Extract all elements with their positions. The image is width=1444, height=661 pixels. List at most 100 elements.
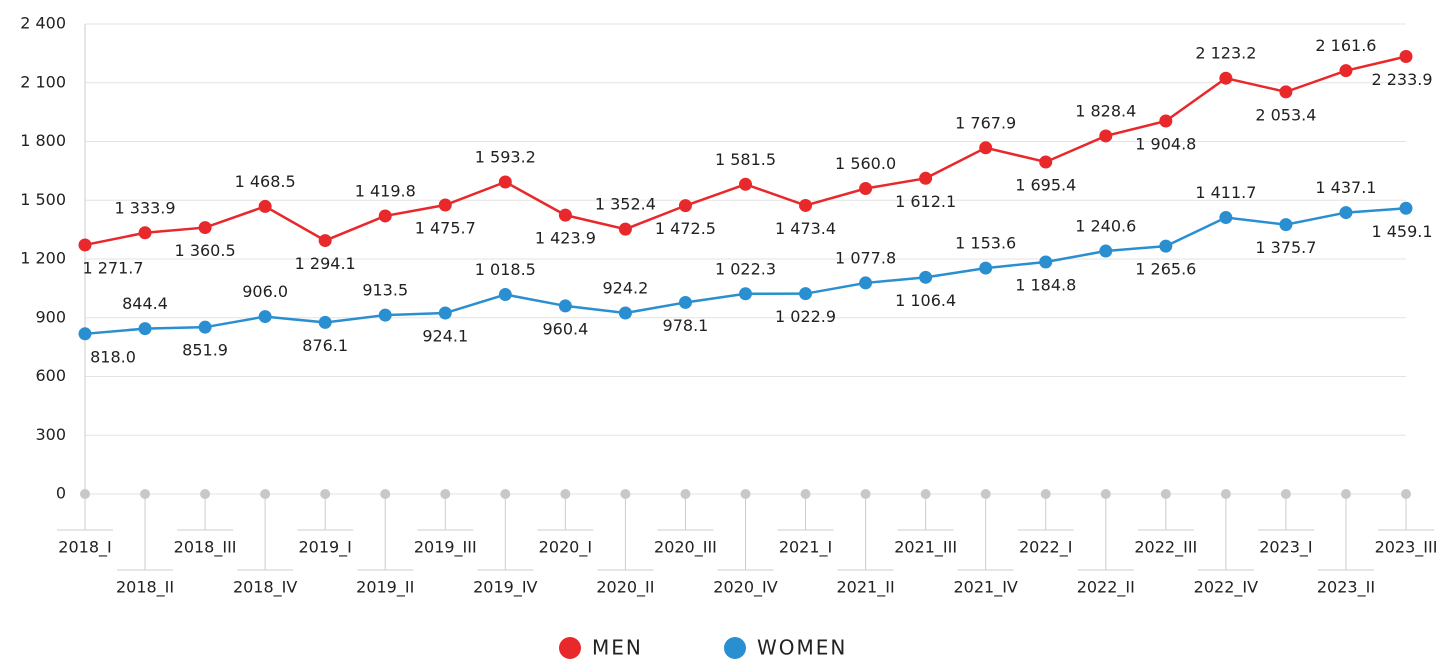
x-axis-dot [620,489,631,499]
data-label: 1 472.5 [655,219,716,238]
point [979,141,993,155]
data-label: 1 375.7 [1255,238,1316,257]
x-axis-dot [1340,489,1351,499]
x-tick-label: 2020_II [596,578,654,598]
y-tick-label: 300 [35,425,66,444]
data-label: 876.1 [302,336,348,355]
legend-label: WOMEN [757,636,847,660]
point [138,322,152,336]
point [498,288,512,302]
x-tick-label: 2019_I [298,538,351,558]
data-label: 1 593.2 [475,147,536,166]
point [1279,218,1293,232]
point [258,310,272,324]
data-label: 1 411.7 [1195,183,1256,202]
data-label: 1 360.5 [175,241,236,260]
x-axis-dot [740,489,751,499]
data-label: 818.0 [90,347,136,366]
data-label: 1 475.7 [415,219,476,238]
point [1099,244,1113,258]
data-label: 1 271.7 [82,258,143,277]
x-tick-label: 2020_I [539,538,592,558]
point [1339,206,1353,220]
data-label: 1 437.1 [1315,178,1376,197]
point [138,226,152,240]
point [78,327,92,341]
point [558,208,572,222]
point [678,295,692,309]
data-label: 978.1 [663,316,709,335]
point [859,276,873,290]
x-tick-label: 2021_III [894,538,957,558]
x-tick-label: 2023_I [1259,538,1312,558]
y-tick-label: 2 100 [20,72,66,91]
point [1039,255,1053,269]
data-label: 2 123.2 [1195,44,1256,63]
x-tick-label: 2023_II [1317,578,1375,598]
x-tick-label: 2021_IV [953,578,1017,598]
x-tick-label: 2020_III [654,538,717,558]
data-label: 1 560.0 [835,154,896,173]
data-label: 1 459.1 [1371,222,1432,241]
data-label: 1 419.8 [355,181,416,200]
data-label: 1 468.5 [235,172,296,191]
data-label: 1 240.6 [1075,217,1136,236]
x-tick-label: 2019_III [414,538,477,558]
x-tick-label: 2022_II [1077,578,1135,598]
data-label: 1 828.4 [1075,101,1136,120]
point [378,209,392,223]
data-label: 2 053.4 [1255,105,1316,124]
y-tick-label: 900 [35,307,66,326]
y-tick-label: 2 400 [20,14,66,33]
data-label: 1 018.5 [475,260,536,279]
data-label: 2 161.6 [1315,36,1376,55]
data-label: 844.4 [122,294,168,313]
legend-marker [559,637,581,659]
x-axis-dot [320,489,331,499]
data-label: 851.9 [182,341,228,360]
y-tick-label: 0 [56,484,66,503]
x-axis-dot [500,489,511,499]
data-label: 1 184.8 [1015,275,1076,294]
data-label: 1 022.3 [715,259,776,278]
point [318,234,332,248]
x-axis-dot [1160,489,1171,499]
data-label: 1 294.1 [295,254,356,273]
data-label: 1 265.6 [1135,260,1196,279]
point [678,199,692,213]
point [618,222,632,236]
data-label: 1 473.4 [775,219,836,238]
x-axis-dot [560,489,571,499]
legend-marker [724,637,746,659]
y-tick-label: 1 800 [20,131,66,150]
point [1399,50,1413,64]
x-axis-dot [980,489,991,499]
data-label: 1 904.8 [1135,134,1196,153]
y-tick-label: 1 500 [20,190,66,209]
point [919,270,933,284]
data-label: 1 695.4 [1015,175,1076,194]
point [799,198,813,212]
point [919,171,933,185]
data-label: 1 423.9 [535,229,596,248]
data-label: 1 333.9 [115,198,176,217]
point [739,287,752,301]
point [318,315,332,329]
point [558,299,572,313]
x-tick-label: 2023_III [1375,538,1438,558]
x-tick-label: 2018_II [116,578,174,598]
point [438,306,452,320]
point [979,261,993,275]
point [78,238,92,252]
legend-label: MEN [592,636,643,660]
data-label: 1 153.6 [955,234,1016,253]
data-label: 2 233.9 [1371,70,1432,89]
data-label: 1 612.1 [895,192,956,211]
x-axis-dot [1100,489,1111,499]
point [498,175,512,189]
x-tick-label: 2019_II [356,578,414,598]
data-label: 1 077.8 [835,248,896,267]
x-axis-dot [680,489,691,499]
x-axis-dot [140,489,151,499]
point [1159,114,1173,128]
